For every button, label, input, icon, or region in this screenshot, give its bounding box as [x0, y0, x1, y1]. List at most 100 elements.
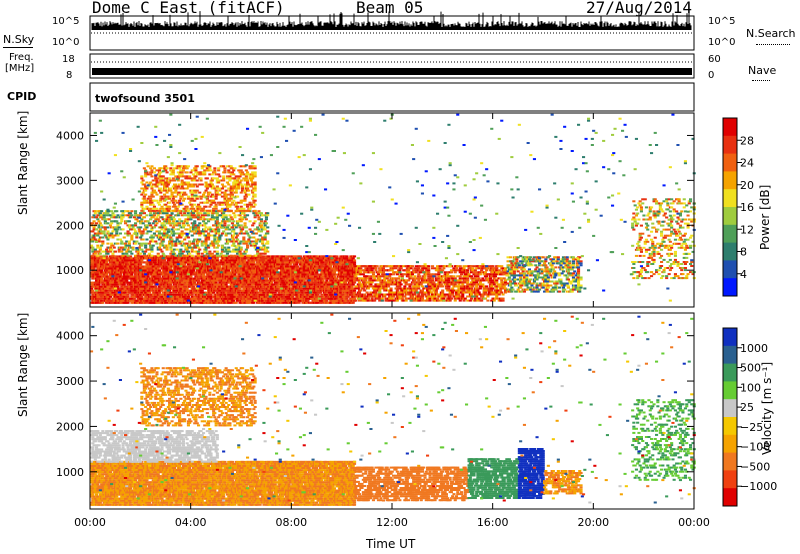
power-cell: [389, 287, 393, 290]
power-cell: [149, 265, 153, 268]
power-cell: [380, 297, 384, 300]
power-cell: [113, 273, 117, 276]
power-cell: [149, 295, 153, 298]
power-cell: [252, 261, 256, 264]
power-cell: [106, 265, 110, 268]
power-cell: [186, 289, 190, 292]
power-cell: [205, 281, 209, 284]
power-cell: [139, 293, 143, 296]
power-cell: [232, 279, 236, 282]
power-cell: [151, 299, 155, 302]
power-cell: [414, 289, 418, 292]
power-cell: [384, 287, 388, 290]
power-cell: [407, 279, 411, 282]
power-cell: [227, 265, 231, 268]
power-cell: [370, 281, 374, 284]
power-cell: [431, 277, 435, 280]
power-cell: [378, 295, 382, 298]
power-cell: [198, 297, 202, 300]
power-cell: [113, 263, 117, 266]
power-cell: [369, 293, 373, 296]
power-cell: [91, 289, 95, 292]
power-panel: [90, 113, 696, 304]
power-cell: [214, 287, 218, 290]
power-cell: [174, 263, 178, 266]
power-cell: [359, 267, 363, 270]
power-cell: [204, 291, 208, 294]
power-cell: [98, 255, 102, 258]
power-cell: [215, 257, 219, 260]
power-cell: [195, 275, 199, 278]
power-cell: [237, 291, 241, 294]
power-cell: [131, 301, 135, 304]
power-cell: [178, 297, 182, 300]
power-cell: [97, 283, 101, 286]
power-cell: [214, 279, 218, 282]
power-cell: [189, 273, 193, 276]
power-cell: [140, 277, 144, 280]
power-cell: [234, 287, 238, 290]
power-cell: [163, 259, 167, 262]
power-cell: [175, 287, 179, 290]
power-cell: [144, 269, 148, 272]
power-cell: [302, 279, 306, 282]
power-cell: [110, 281, 114, 284]
power-cell: [95, 271, 99, 274]
power-cell: [223, 289, 227, 292]
power-cell: [194, 273, 198, 276]
power-cell: [215, 259, 219, 262]
power-cell: [350, 285, 354, 288]
power-cell: [122, 289, 126, 292]
power-cell: [129, 297, 133, 300]
power-cell: [181, 267, 185, 270]
power-cell: [147, 283, 151, 286]
power-cell: [390, 297, 394, 300]
power-cell: [112, 283, 116, 286]
power-cell: [120, 269, 124, 272]
power-cell: [184, 271, 188, 274]
power-cell: [387, 285, 391, 288]
power-cell: [127, 259, 131, 262]
power-cell: [234, 301, 238, 304]
power-cell: [353, 263, 357, 266]
power-cell: [160, 259, 164, 262]
power-cell: [214, 281, 218, 284]
power-cell: [325, 279, 329, 282]
power-cell: [381, 267, 385, 270]
power-cell: [388, 275, 392, 278]
power-cell: [288, 263, 292, 266]
power-cell: [186, 295, 190, 298]
power-cell: [385, 277, 389, 280]
power-cell: [193, 295, 197, 298]
power-cell: [434, 291, 438, 294]
power-cell: [436, 287, 440, 290]
power-cell: [180, 283, 184, 286]
power-cell: [135, 257, 139, 260]
nsky-panel-frame: [89, 15, 695, 51]
power-cell: [409, 283, 413, 286]
power-cell: [356, 279, 360, 282]
power-cell: [197, 265, 201, 268]
power-cell: [204, 283, 208, 286]
power-cell: [417, 287, 421, 290]
power-cell: [185, 281, 189, 284]
power-cell: [383, 279, 387, 282]
power-cell: [108, 287, 112, 290]
power-cell: [353, 291, 357, 294]
power-cell: [150, 285, 154, 288]
power-cell: [160, 293, 164, 296]
power-cell: [191, 269, 195, 272]
power-cell: [150, 259, 154, 262]
power-cell: [427, 271, 431, 274]
power-cell: [239, 293, 243, 296]
power-cell: [105, 273, 109, 276]
power-cell: [202, 271, 206, 274]
power-cell: [420, 295, 424, 298]
power-cell: [431, 265, 435, 268]
power-cell: [364, 283, 368, 286]
power-cell: [103, 287, 107, 290]
power-cell: [298, 255, 302, 258]
power-cell: [353, 255, 357, 258]
power-cell: [417, 285, 421, 288]
power-cell: [404, 299, 408, 302]
